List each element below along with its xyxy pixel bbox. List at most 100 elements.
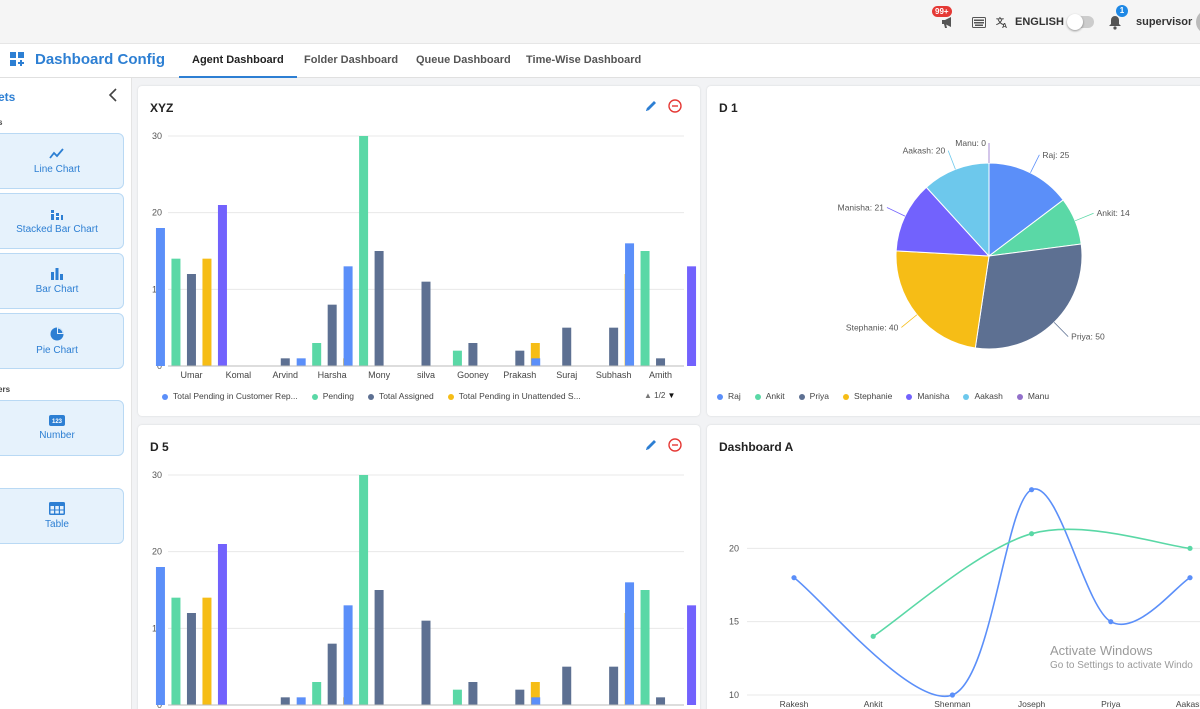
bar	[468, 343, 478, 366]
pager-up-icon[interactable]: ▲	[644, 391, 652, 400]
pager-down-icon[interactable]: ▼	[667, 391, 676, 400]
edit-button[interactable]	[644, 99, 658, 118]
bar	[515, 689, 525, 705]
pie-slice	[925, 162, 990, 258]
tab-agent-dashboard[interactable]: Agent Dashboard	[179, 54, 297, 78]
widgets-sidebar: ets s Line Chart Stacked Bar Chart Bar C…	[0, 78, 132, 709]
bar	[656, 697, 666, 705]
y-tick-label: 15	[729, 617, 739, 627]
sidebar-item-table[interactable]: Table	[0, 488, 124, 544]
legend-item[interactable]: Stephanie	[843, 391, 892, 401]
xyz-bar-chart: 0102030UmarKomalArvindHarshaMonysilvaGoo…	[152, 131, 697, 380]
bar	[327, 643, 337, 705]
pie-label-line	[947, 150, 956, 170]
sidebar-item-pie-chart[interactable]: Pie Chart	[0, 313, 124, 369]
bar	[155, 228, 165, 366]
bar	[421, 281, 431, 366]
pie-label-line	[1030, 154, 1040, 173]
bar	[625, 582, 635, 705]
bar	[217, 205, 227, 366]
bar	[155, 567, 165, 705]
tab-time-wise-dashboard[interactable]: Time-Wise Dashboard	[526, 54, 642, 66]
theme-toggle[interactable]	[1067, 12, 1094, 32]
data-point	[1108, 619, 1114, 625]
legend-item[interactable]: Pending	[311, 391, 354, 401]
data-point	[1187, 545, 1193, 551]
series-line	[793, 488, 1191, 698]
bar	[640, 251, 650, 366]
collapse-sidebar-button[interactable]	[108, 88, 118, 107]
sidebar-item-label: Bar Chart	[35, 283, 79, 295]
section-others-label: ers	[0, 385, 11, 394]
data-point	[791, 575, 797, 581]
bar	[359, 475, 369, 705]
pie-label: Stephanie: 40	[846, 322, 899, 332]
pie-label: Ankit: 14	[1097, 208, 1130, 218]
pie-label: Manu: 0	[955, 138, 986, 148]
bar	[468, 682, 478, 705]
tab-folder-dashboard[interactable]: Folder Dashboard	[304, 54, 399, 66]
pie-slice	[974, 243, 1083, 350]
x-tick-label: Arvind	[273, 370, 299, 380]
x-tick-label: Shenman	[934, 699, 971, 709]
x-tick-label: Joseph	[1018, 699, 1046, 709]
keyboard-button[interactable]	[972, 12, 986, 32]
legend-item[interactable]: Ankit	[754, 391, 785, 401]
sidebar-item-bar-chart[interactable]: Bar Chart	[0, 253, 124, 309]
remove-button[interactable]	[668, 438, 682, 457]
avatar[interactable]	[1196, 10, 1200, 34]
toggle-switch[interactable]	[1067, 14, 1094, 30]
stacked-bar-icon	[51, 209, 63, 220]
sidebar-item-stacked-bar-chart[interactable]: Stacked Bar Chart	[0, 193, 124, 249]
x-tick-label: Komal	[226, 370, 252, 380]
legend-item[interactable]: Total Pending in Customer Rep...	[162, 391, 298, 401]
data-point	[949, 692, 955, 698]
pager-label: 1/2	[654, 391, 666, 400]
sidebar-item-number[interactable]: 123 Number	[0, 400, 124, 456]
legend-item[interactable]: Raj	[717, 391, 741, 401]
sidebar-title: ets	[0, 90, 16, 104]
legend-item[interactable]: Aakash	[963, 391, 1003, 401]
x-tick-label: Aakash	[1176, 699, 1200, 709]
pie-label: Priya: 50	[1071, 332, 1105, 342]
bar	[202, 258, 212, 366]
pie-label: Raj: 25	[1042, 150, 1069, 160]
x-tick-label: Subhash	[596, 370, 632, 380]
remove-button[interactable]	[668, 99, 682, 118]
bar	[171, 258, 181, 366]
legend-item[interactable]: Manisha	[906, 391, 949, 401]
y-tick-label: 10	[729, 690, 739, 700]
bar	[359, 136, 369, 366]
bar	[296, 358, 306, 366]
sidebar-item-label: Stacked Bar Chart	[16, 223, 98, 235]
bar	[186, 274, 196, 366]
remove-circle-icon	[668, 99, 682, 113]
tab-queue-dashboard[interactable]: Queue Dashboard	[416, 54, 511, 66]
sidebar-item-label: Number	[39, 430, 75, 441]
bar	[343, 266, 353, 366]
y-tick-label: 30	[152, 131, 162, 141]
legend-item[interactable]: Manu	[1016, 391, 1049, 401]
legend-item[interactable]: Total Assigned	[367, 391, 434, 401]
bar	[452, 689, 462, 705]
data-point	[870, 633, 876, 639]
alerts-button[interactable]: 1	[1108, 5, 1128, 32]
sidebar-item-line-chart[interactable]: Line Chart	[0, 133, 124, 189]
bar	[421, 620, 431, 705]
legend-item[interactable]: Priya	[798, 391, 829, 401]
edit-button[interactable]	[644, 438, 658, 457]
bar	[374, 251, 384, 366]
notifications-button[interactable]: 99+	[932, 6, 956, 32]
d5-bar-chart: 0102030UmarKomalArvindHarshaMonysilvaGoo…	[152, 470, 697, 709]
legend-item[interactable]: Total Pending in Unattended S...	[447, 391, 581, 401]
legend-pager[interactable]: ▲ 1/2 ▼	[644, 391, 675, 400]
series-line	[872, 528, 1191, 638]
brand: Dashboard Config	[10, 51, 165, 68]
user-name[interactable]: supervisor	[1136, 16, 1193, 28]
bar	[296, 697, 306, 705]
bar	[531, 697, 541, 705]
pencil-icon	[646, 101, 656, 111]
bar	[625, 243, 635, 366]
